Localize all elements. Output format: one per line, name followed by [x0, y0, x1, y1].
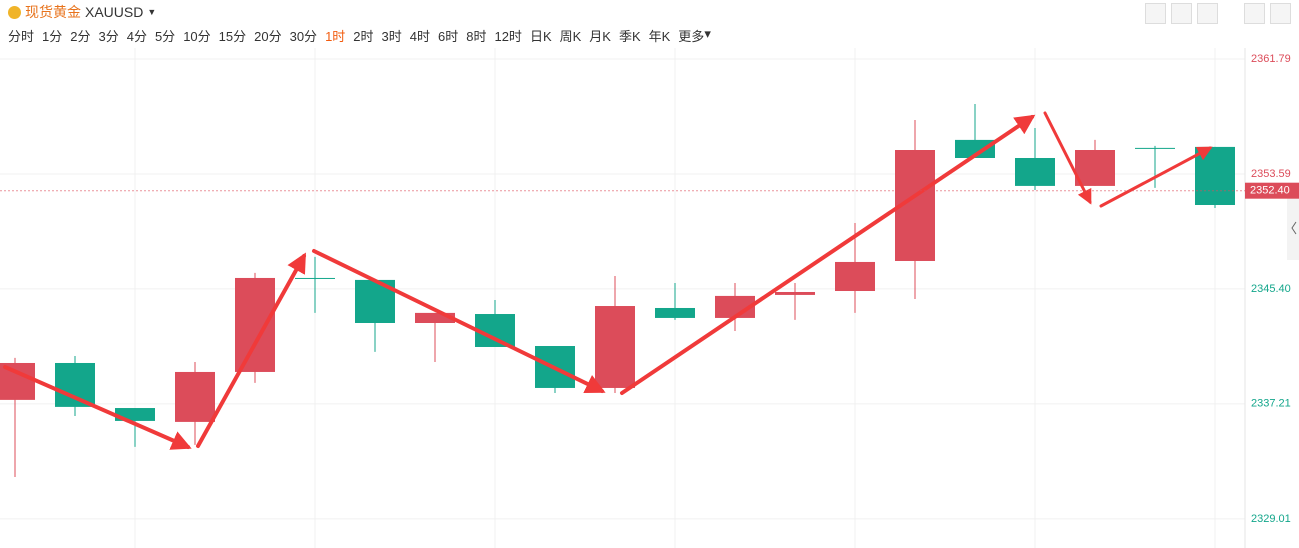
- dropdown-caret: ▼: [147, 7, 157, 17]
- fullscreen[interactable]: [1244, 3, 1265, 24]
- interval-tabs: 分时 1分 2分 3分 4分 5分 10分 15分 20分 30分 1时 2时 3时 4时 6时 8时 12时日…: [8, 26, 711, 45]
- candle-body: [655, 307, 695, 318]
- candle-body: [175, 371, 215, 422]
- interval-tab[interactable]: 8时: [466, 29, 487, 44]
- interval-tab[interactable]: 分时: [8, 29, 35, 44]
- y-tick-label: 2353.59: [1251, 168, 1291, 180]
- symbol: XAUUSD: [85, 4, 144, 20]
- annotation-arrows: [3, 111, 1213, 450]
- y-tick-label: 2361.79: [1251, 53, 1291, 65]
- interval-tab[interactable]: 4时: [409, 29, 430, 44]
- interval-tab[interactable]: 1时: [325, 29, 346, 44]
- interval-tab[interactable]: 年K: [648, 29, 671, 44]
- interval-tab[interactable]: 季K: [618, 29, 641, 44]
- last-price-label: 2352.40: [1250, 185, 1290, 197]
- interval-tab[interactable]: 12时: [494, 29, 522, 44]
- last-price-box: [1245, 182, 1299, 199]
- interval-tab[interactable]: 日K: [529, 29, 552, 44]
- interval-tab[interactable]: 15分: [218, 29, 247, 44]
- interval-tab[interactable]: 3时: [381, 29, 402, 44]
- candle-body: [235, 277, 275, 372]
- y-tick-label: 2329.01: [1251, 513, 1291, 525]
- candle-body: [1015, 157, 1055, 186]
- interval-tab[interactable]: 月K: [589, 29, 611, 44]
- header: 现货黄金 XAUUSD ▼: [0, 0, 1299, 24]
- interval-tab[interactable]: 10分: [183, 29, 211, 44]
- gold-icon: [8, 5, 21, 19]
- interval-tab[interactable]: 5分: [154, 29, 176, 44]
- more-caret: ▾: [704, 26, 711, 41]
- interval-tab[interactable]: 30分: [289, 29, 318, 44]
- interval-tab[interactable]: 2时: [353, 29, 374, 44]
- candle-body: [1075, 150, 1115, 186]
- y-tick-label: 2337.21: [1251, 398, 1291, 410]
- candle-body: [835, 261, 875, 292]
- interval-tab[interactable]: 20分: [254, 29, 282, 44]
- draw-tool[interactable]: [1171, 3, 1192, 24]
- close[interactable]: [1270, 3, 1291, 24]
- more-tab[interactable]: 更多: [678, 29, 705, 44]
- toolbar-icons: [1145, 3, 1291, 24]
- candle-body: [595, 306, 635, 388]
- candle-body: [1195, 146, 1235, 206]
- interval-tab[interactable]: 3分: [98, 29, 119, 44]
- side-tab-arrow: [1291, 221, 1297, 235]
- line-tool[interactable]: [1145, 3, 1166, 24]
- candle-body: [955, 139, 995, 158]
- y-tick-label: 2345.40: [1251, 283, 1291, 295]
- interval-tab[interactable]: 6时: [438, 29, 459, 44]
- candle-body: [415, 312, 455, 323]
- candle-body: [1135, 147, 1175, 149]
- title: 现货黄金: [25, 4, 81, 20]
- symbol-selector[interactable]: 现货黄金 XAUUSD ▼: [8, 2, 156, 22]
- candle-body: [55, 362, 95, 407]
- candle-tool[interactable]: [1197, 3, 1218, 24]
- interval-tab[interactable]: 周K: [559, 29, 582, 44]
- interval-tab[interactable]: 2分: [70, 29, 91, 44]
- candle-body: [775, 291, 815, 295]
- interval-tab[interactable]: 4分: [126, 29, 147, 44]
- candle-body: [295, 277, 335, 279]
- interval-tab[interactable]: 1分: [42, 29, 63, 44]
